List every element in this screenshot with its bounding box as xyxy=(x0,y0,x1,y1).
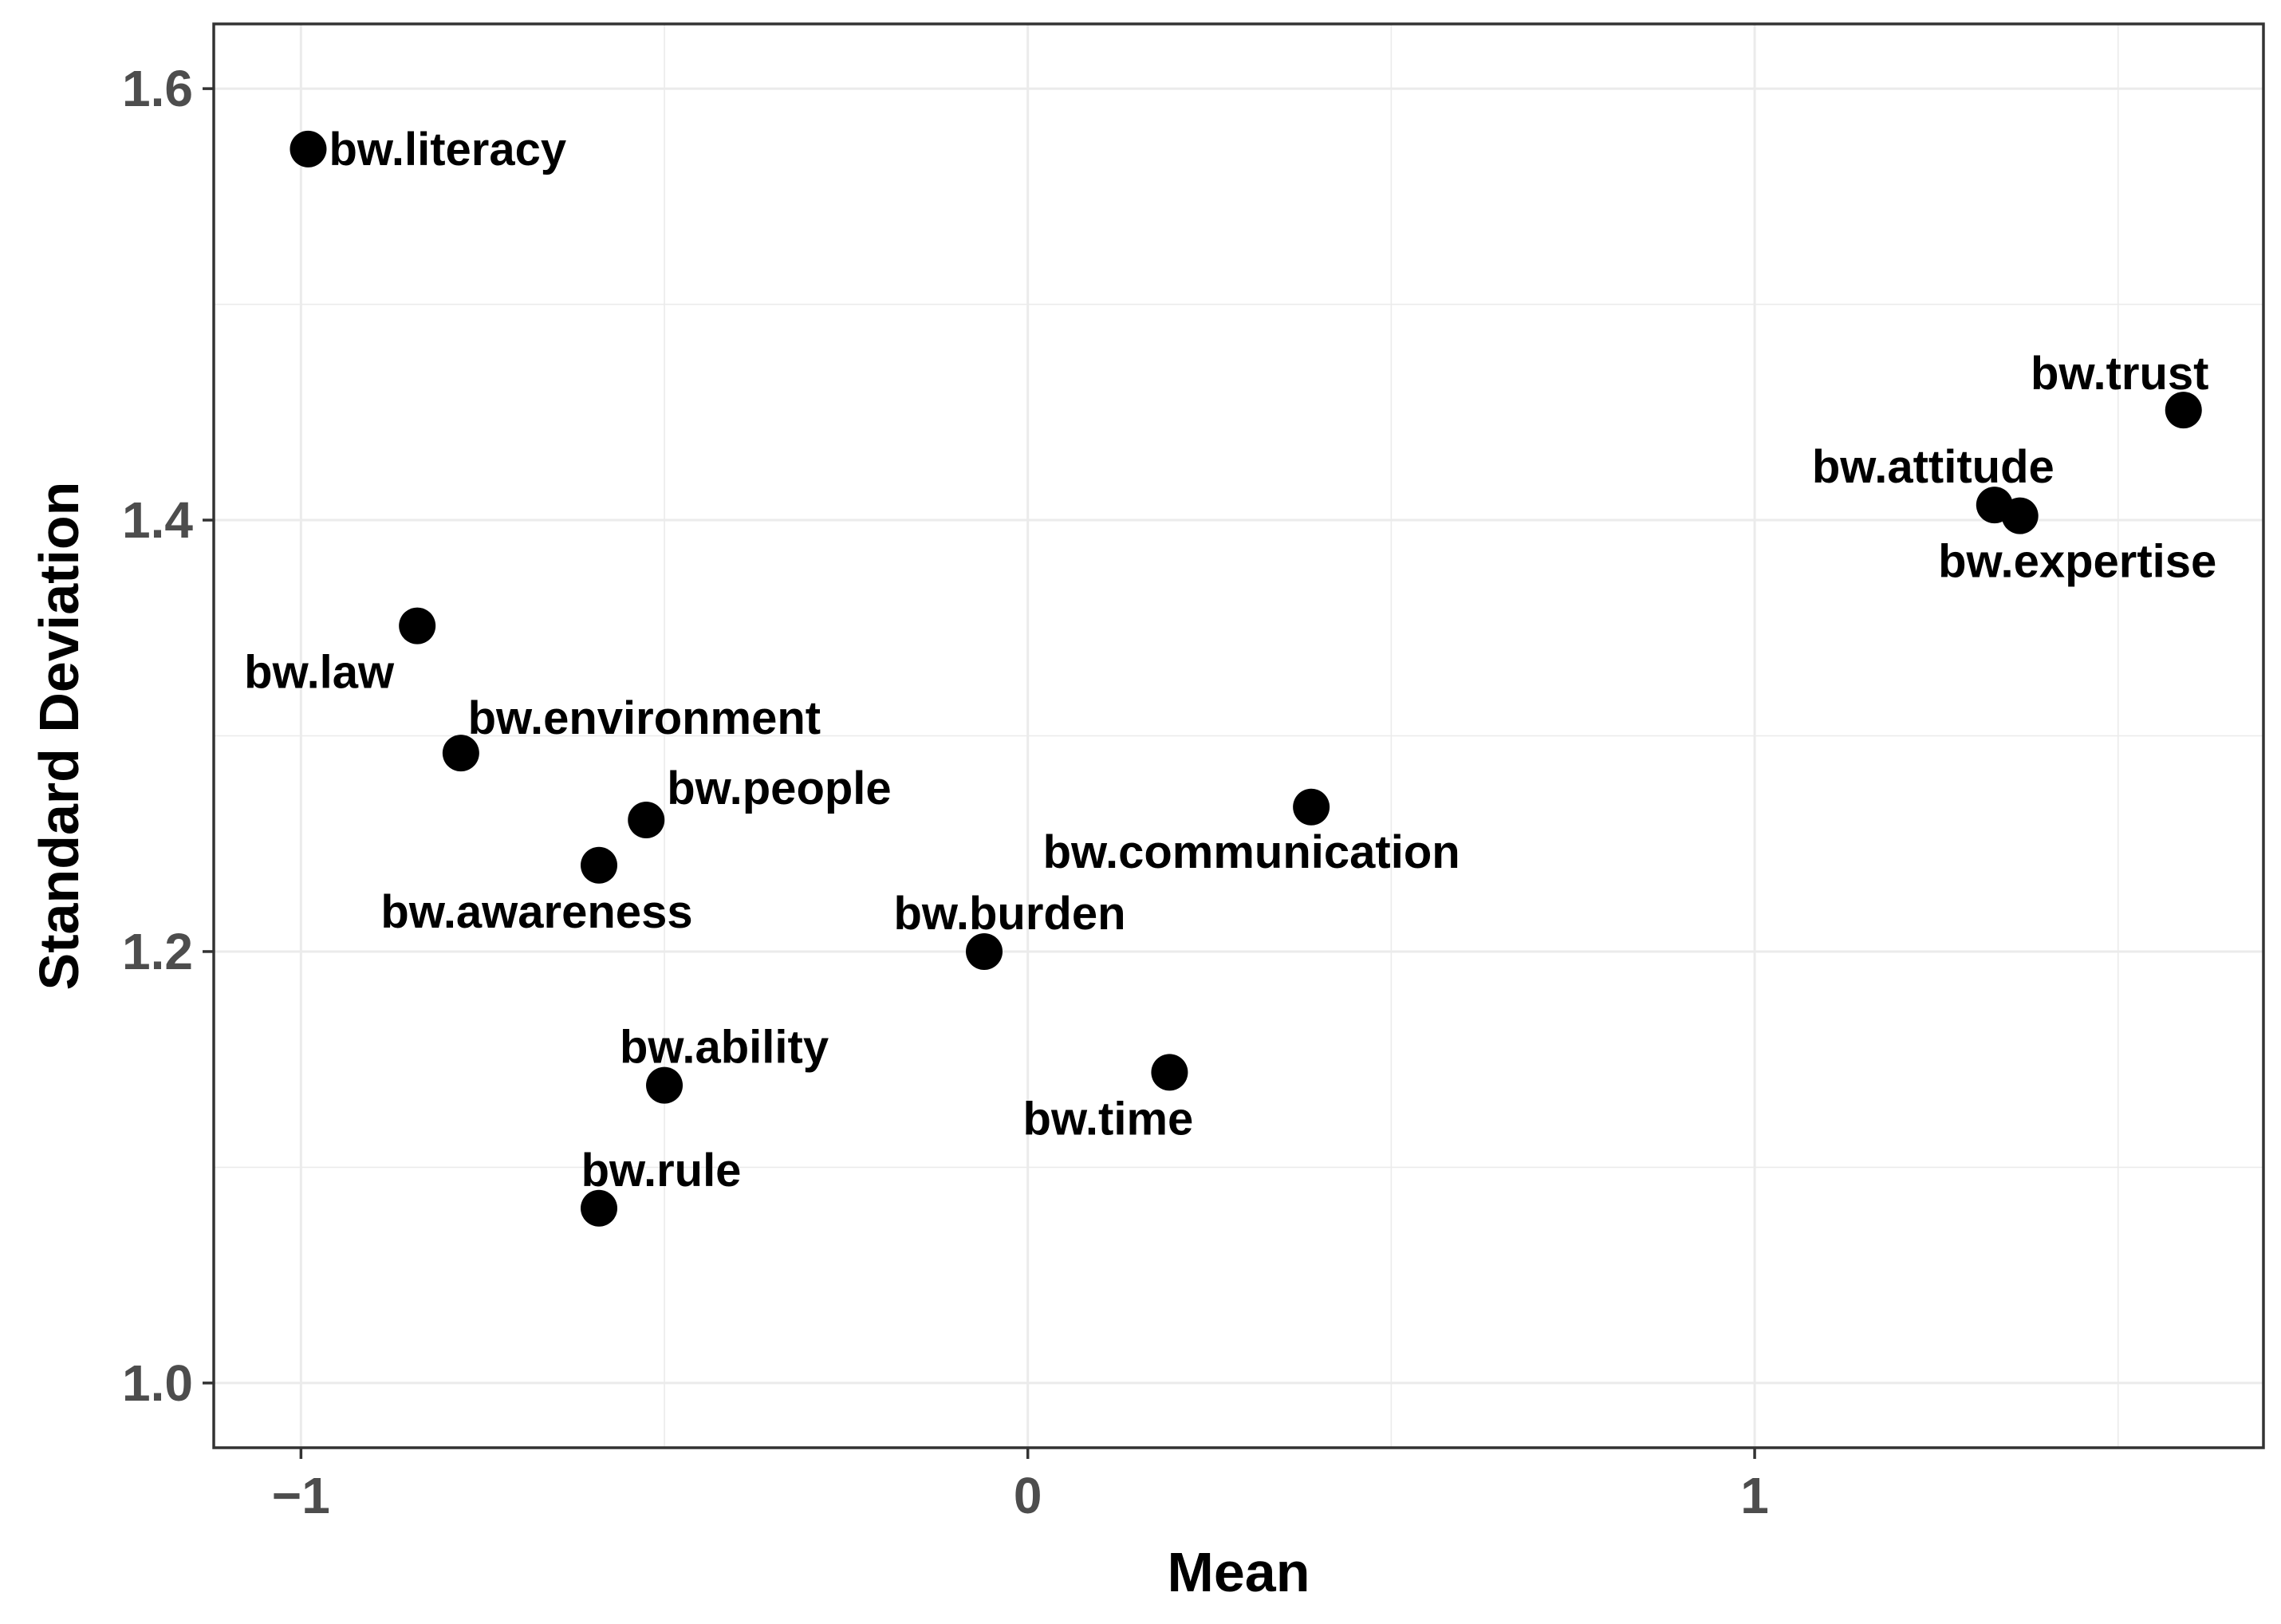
y-tick-label: 1.2 xyxy=(122,923,193,980)
points-layer xyxy=(290,130,2202,1227)
y-axis-title: Standard Deviation xyxy=(28,482,90,991)
y-tick-label: 1.6 xyxy=(122,60,193,117)
point-label: bw.awareness xyxy=(380,886,692,938)
data-point xyxy=(2165,392,2202,429)
x-axis-title: Mean xyxy=(1168,1541,1310,1603)
data-point xyxy=(581,1189,618,1227)
point-labels-layer: bw.literacy bw.trust bw.attitude bw.experti… xyxy=(244,124,2216,1196)
point-label: bw.expertise xyxy=(1938,536,2216,588)
data-point xyxy=(399,607,436,644)
data-point xyxy=(290,130,327,168)
point-label: bw.rule xyxy=(581,1145,742,1196)
data-point xyxy=(1293,788,1330,826)
data-point xyxy=(581,846,618,884)
data-point xyxy=(2001,497,2039,534)
point-label: bw.trust xyxy=(2031,348,2208,400)
point-label: bw.burden xyxy=(893,888,1125,940)
x-tick-label: 0 xyxy=(1014,1467,1042,1524)
y-tick-label: 1.4 xyxy=(122,491,193,549)
point-label: bw.communication xyxy=(1043,826,1460,878)
point-label: bw.law xyxy=(244,647,395,699)
x-tick-label: −1 xyxy=(272,1467,330,1524)
data-point xyxy=(966,932,1003,970)
point-label: bw.literacy xyxy=(329,124,566,175)
point-label: bw.environment xyxy=(468,692,821,744)
data-point xyxy=(442,735,479,772)
y-tick-label: 1.0 xyxy=(122,1354,193,1412)
point-label: bw.ability xyxy=(620,1022,829,1074)
grid-layer xyxy=(214,24,2263,1448)
data-point xyxy=(628,801,665,838)
x-tick-label: 1 xyxy=(1740,1467,1769,1524)
plot-panel-border xyxy=(212,22,2265,1449)
point-label: bw.time xyxy=(1023,1093,1194,1145)
axis-layer: −1 0 1 1.0 1.2 1.4 1.6 xyxy=(122,60,1769,1524)
point-label: bw.people xyxy=(667,763,891,814)
data-point xyxy=(1151,1054,1188,1091)
point-label: bw.attitude xyxy=(1812,441,2054,493)
data-point xyxy=(646,1066,684,1104)
